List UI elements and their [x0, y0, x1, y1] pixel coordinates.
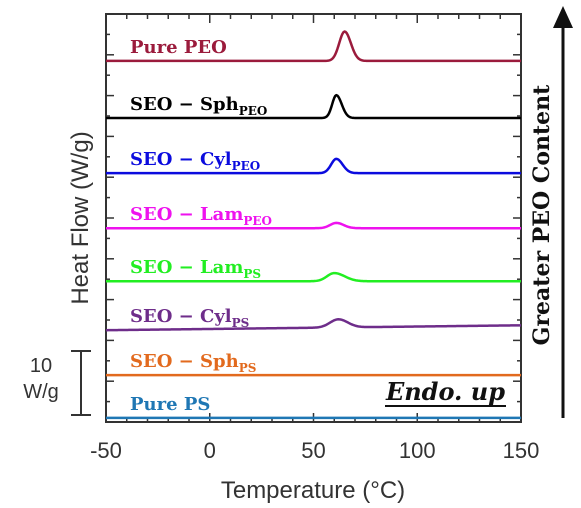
series-labels: Pure PEO SEO − SphPEO SEO − CylPEO SEO − La… [130, 37, 272, 415]
scale-bar: 10 W/g [23, 350, 91, 416]
x-tick-label: 150 [503, 438, 540, 463]
series-label-3: SEO − CylPEO [130, 149, 260, 173]
x-tick-label: 0 [204, 438, 216, 463]
scale-bar-unit: W/g [23, 381, 59, 403]
greater-peo-arrow [553, 6, 573, 418]
x-axis-label: Temperature (°C) [221, 477, 405, 504]
series-line-3 [105, 157, 522, 175]
series-label-5: SEO − LamPS [130, 257, 261, 281]
x-tick-label: -50 [90, 438, 122, 463]
series-label-7: SEO − SphPS [130, 351, 256, 375]
series-label-8: Pure PS [130, 394, 210, 415]
tick-marks [105, 13, 522, 423]
x-tick-labels: -50 0 50 100 150 [90, 438, 539, 463]
endo-up-annotation: Endo. up [385, 377, 505, 406]
series-label-4: SEO − LamPEO [130, 204, 272, 228]
series-lines [105, 30, 522, 420]
series-line-5 [105, 271, 522, 283]
series-line-6 [105, 318, 522, 332]
series-label-6: SEO − CylPS [130, 306, 249, 330]
x-tick-label: 50 [301, 438, 325, 463]
series-label-2: SEO − SphPEO [130, 94, 267, 118]
scale-bar-value: 10 [30, 355, 52, 377]
series-line-2 [105, 93, 522, 120]
series-label-1: Pure PEO [130, 37, 227, 58]
y-axis-label: Heat Flow (W/g) [67, 131, 94, 304]
x-tick-label: 100 [399, 438, 436, 463]
series-line-4 [105, 221, 522, 230]
greater-peo-content-label: Greater PEO Content [529, 84, 555, 346]
series-line-1 [105, 30, 522, 63]
